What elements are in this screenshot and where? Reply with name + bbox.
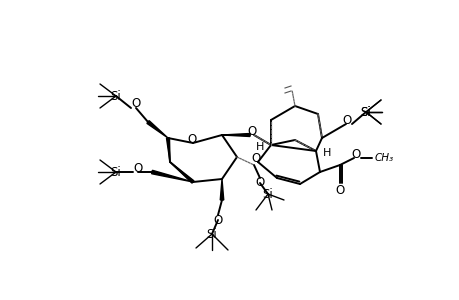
Text: Si: Si [110,89,121,103]
Text: CH₃: CH₃ [374,153,393,163]
Polygon shape [220,179,223,200]
Text: H: H [255,142,263,152]
Text: O: O [131,97,140,110]
Text: Si: Si [360,106,370,118]
Polygon shape [146,121,168,138]
Text: O: O [247,124,256,137]
Text: Si: Si [360,106,370,118]
Text: Si: Si [110,166,121,178]
Polygon shape [222,134,249,136]
Text: O: O [213,214,222,226]
Text: O: O [255,176,264,190]
Text: Si: Si [262,188,273,200]
Text: H: H [322,148,330,158]
Text: O: O [341,113,351,127]
Polygon shape [166,138,170,162]
Text: O: O [351,148,360,160]
Text: O: O [251,152,260,164]
Polygon shape [151,170,193,182]
Text: O: O [133,161,142,175]
Polygon shape [170,162,194,183]
Text: O: O [187,133,196,146]
Text: Si: Si [206,227,217,241]
Text: O: O [335,184,344,197]
